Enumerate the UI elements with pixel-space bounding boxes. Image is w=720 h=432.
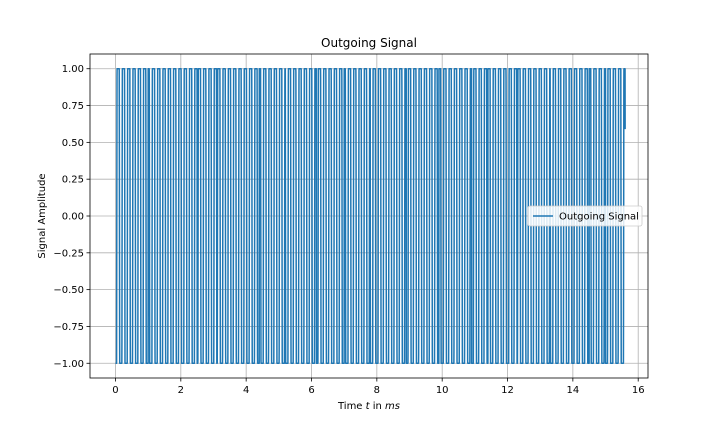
x-tick-label: 12 [501, 385, 514, 396]
legend: Outgoing Signal [527, 205, 643, 227]
y-tick-label: −0.75 [53, 322, 84, 333]
x-tick-label: 6 [308, 385, 314, 396]
y-tick-label: 0.50 [62, 138, 84, 149]
x-tick-label: 16 [632, 385, 645, 396]
y-tick-label: −0.25 [53, 248, 84, 259]
y-axis-label: Signal Amplitude [37, 173, 48, 258]
x-axis-label-variable: t [366, 401, 371, 412]
chart-title: Outgoing Signal [321, 36, 417, 50]
y-tick-label: 1.00 [62, 64, 84, 75]
y-tick-label: 0.00 [62, 212, 84, 223]
x-axis-label-unit: ms [385, 401, 400, 412]
x-tick-label: 8 [374, 385, 380, 396]
y-tick-label: 0.75 [62, 101, 84, 112]
x-tick-label: 14 [566, 385, 579, 396]
x-axis-ticks: 0 2 4 6 8 10 12 14 16 [112, 378, 645, 396]
y-tick-label: 0.25 [62, 175, 84, 186]
x-axis-label-mid: in [370, 401, 385, 412]
series-line-outgoing-signal [114, 67, 626, 365]
y-tick-label: −1.00 [53, 359, 84, 370]
x-tick-label: 10 [436, 385, 449, 396]
x-tick-label: 4 [243, 385, 249, 396]
x-tick-label: 0 [112, 385, 118, 396]
series-layer [114, 67, 626, 365]
legend-entry-outgoing-signal: Outgoing Signal [559, 212, 639, 223]
x-tick-label: 2 [178, 385, 184, 396]
y-tick-label: −0.50 [53, 285, 84, 296]
x-axis-label: Time t in ms [337, 401, 400, 412]
legend-box [527, 205, 643, 227]
y-axis-ticks: −1.00 −0.75 −0.50 −0.25 0.00 0.25 0.50 0.75 1.00 [53, 64, 90, 370]
x-axis-label-prefix: Time [337, 401, 366, 412]
